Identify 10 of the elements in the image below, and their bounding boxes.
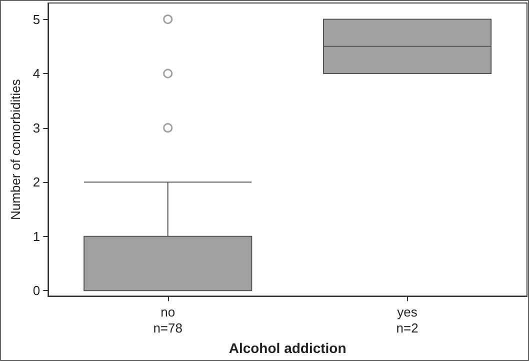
y-tick-label: 4 [32, 66, 40, 82]
x-axis-title: Alcohol addiction [228, 340, 346, 356]
y-tick-label: 1 [32, 228, 40, 244]
y-tick-label: 0 [32, 283, 40, 298]
y-axis-title: Number of comorbidities [8, 78, 23, 220]
y-tick-label: 5 [32, 12, 40, 27]
x-tick-label: no n=78 [153, 304, 182, 336]
y-tick-label: 3 [32, 120, 40, 136]
y-tick-label: 2 [32, 174, 40, 190]
x-tick-label: yes n=2 [396, 304, 418, 336]
